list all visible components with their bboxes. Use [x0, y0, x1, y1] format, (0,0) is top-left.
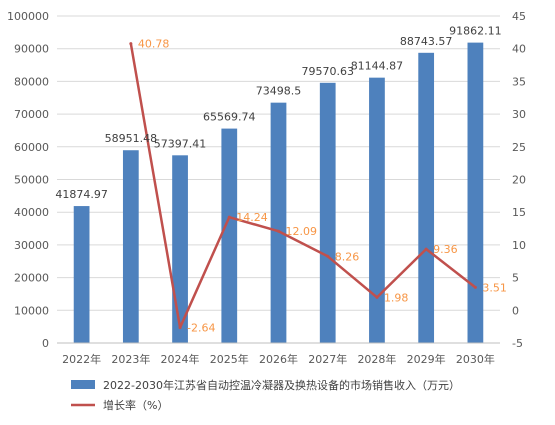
- y-right-tick-label: -5: [512, 337, 523, 350]
- y-left-tick-label: 20000: [14, 272, 49, 285]
- y-left-tick-label: 100000: [7, 10, 49, 23]
- line-point: [375, 295, 379, 299]
- bar-data-label: 73498.5: [256, 85, 302, 98]
- y-right-tick-label: 5: [512, 272, 519, 285]
- bar-data-label: 88743.57: [400, 35, 453, 48]
- bar-data-label: 58951.48: [105, 132, 158, 145]
- y-left-tick-label: 40000: [14, 206, 49, 219]
- bar-data-label: 91862.11: [449, 25, 502, 38]
- bar: [467, 42, 484, 343]
- x-tick-label: 2030年: [456, 352, 495, 366]
- bar: [369, 77, 385, 343]
- bar-data-label: 79570.63: [301, 65, 354, 78]
- x-tick-label: 2029年: [407, 352, 446, 366]
- y-left-tick-label: 0: [42, 337, 49, 350]
- y-left-tick-label: 60000: [14, 141, 49, 154]
- growth-rate-line: [129, 43, 477, 329]
- line-data-label: 1.98: [384, 291, 409, 304]
- line-data-label: 8.26: [335, 250, 360, 263]
- bar: [73, 206, 90, 343]
- bar-data-label: 65569.74: [203, 111, 256, 124]
- bar: [221, 128, 238, 343]
- bar: [319, 82, 336, 343]
- x-tick-label: 2023年: [111, 352, 150, 366]
- bar: [418, 52, 435, 343]
- y-right-tick-label: 10: [512, 239, 526, 252]
- bar: [172, 155, 188, 343]
- y-right-tick-label: 40: [512, 43, 526, 56]
- legend-swatch-bar: [71, 380, 95, 389]
- bar: [270, 102, 287, 343]
- y-left-tick-label: 80000: [14, 75, 49, 88]
- axes: 0 10000 20000 30000 40000 50000 60000 70000 8000…: [7, 10, 526, 366]
- line-series: [129, 42, 477, 330]
- line-data-label: 40.78: [138, 38, 170, 51]
- line-data-label: 9.36: [433, 243, 458, 256]
- line-data-label: 14.24: [236, 211, 268, 224]
- y-left-tick-label: 50000: [14, 174, 49, 187]
- x-tick-label: 2025年: [210, 352, 249, 366]
- bar-data-label: 57397.41: [154, 137, 207, 150]
- line-data-label: 12.09: [286, 225, 318, 238]
- x-tick-label: 2022年: [62, 352, 101, 366]
- y-left-tick-label: 90000: [14, 43, 49, 56]
- line-point: [277, 229, 280, 233]
- y-left-tick-label: 10000: [14, 304, 49, 317]
- x-tick-label: 2024年: [161, 352, 200, 366]
- y-left-tick-label: 30000: [14, 239, 49, 252]
- bar-data-label: 41874.97: [55, 188, 108, 201]
- line-point: [129, 42, 133, 46]
- y-right-tick-label: 45: [512, 10, 526, 23]
- y-right-tick-label: 20: [512, 174, 526, 187]
- y-right-tick-label: 25: [512, 141, 526, 154]
- line-data-label: 3.51: [482, 281, 507, 294]
- legend: 2022-2030年江苏省自动控温冷凝器及换热设备的市场销售收入（万元） 增长率（…: [71, 378, 460, 412]
- bar-series: [73, 42, 484, 343]
- y-right-tick-label: 30: [512, 108, 526, 121]
- line-point: [424, 247, 428, 251]
- bar-data-label: 81144.87: [351, 60, 404, 73]
- legend-label-bar: 2022-2030年江苏省自动控温冷凝器及换热设备的市场销售收入（万元）: [103, 378, 460, 392]
- x-tick-label: 2027年: [308, 352, 347, 366]
- x-tick-label: 2028年: [357, 352, 396, 366]
- line-point: [178, 326, 182, 330]
- y-right-tick-label: 15: [512, 206, 526, 219]
- line-point: [227, 215, 231, 219]
- x-tick-label: 2026年: [259, 352, 298, 366]
- line-data-label: -2.64: [187, 322, 215, 335]
- line-point: [473, 285, 477, 289]
- y-left-tick-label: 70000: [14, 108, 49, 121]
- bar: [122, 150, 139, 343]
- legend-label-line: 增长率（%）: [103, 398, 168, 412]
- y-right-tick-label: 35: [512, 75, 526, 88]
- line-point: [326, 254, 330, 258]
- y-right-tick-label: 0: [512, 304, 519, 317]
